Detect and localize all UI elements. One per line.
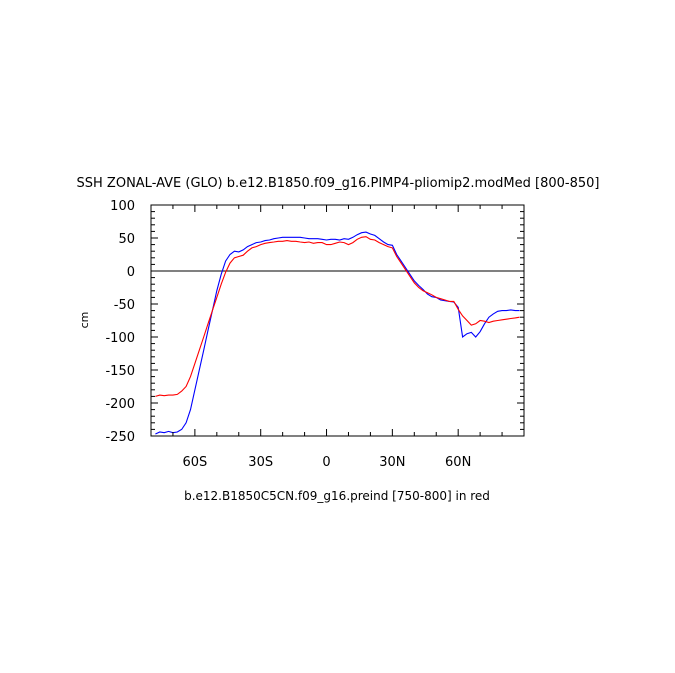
y-tick-label: 100 [110,199,135,214]
axis-layer: 60S 30S 0 30N 60N 100 50 0 -50 -100 -150 -200 -250 [105,199,525,470]
plot-area [151,231,524,435]
y-tick-label: -250 [105,430,135,445]
y-tick-label: -50 [114,298,135,313]
y-tick-label: -150 [105,364,135,379]
y-axis-label: cm [78,312,91,329]
x-tick-label: 60N [445,455,471,470]
x-tick-label: 30N [379,455,405,470]
y-tick-label: 0 [127,265,135,280]
y-tick-label: 50 [118,232,135,247]
plot-frame [150,204,525,437]
y-tick-label: -200 [105,397,135,412]
series-line-2 [155,236,520,397]
x-tick-label: 30S [248,455,273,470]
y-tick-label: -100 [105,331,135,346]
x-tick-label: 60S [182,455,207,470]
x-tick-label: 0 [322,455,330,470]
chart-subtitle: b.e12.B1850C5CN.f09_g16.preind [750-800]… [184,489,490,503]
series-line-1 [155,231,520,435]
chart-title: SSH ZONAL-AVE (GLO) b.e12.B1850.f09_g16.… [77,176,600,191]
